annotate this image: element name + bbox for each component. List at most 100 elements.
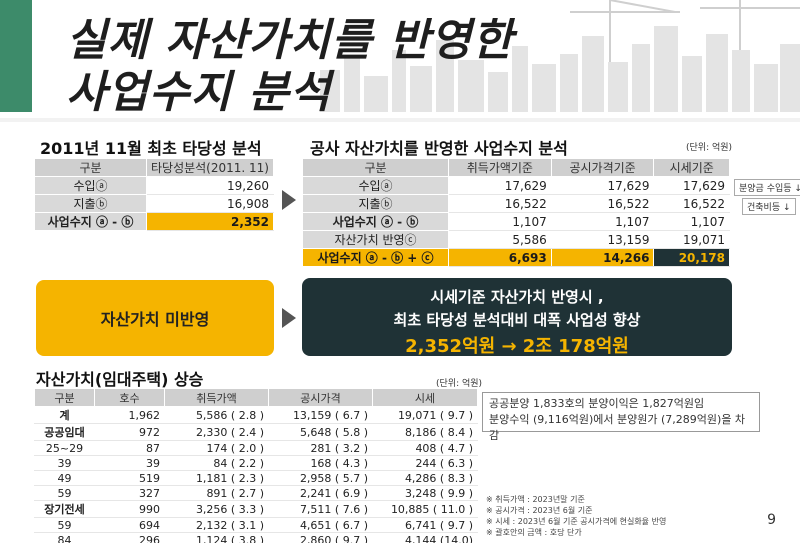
col-header: 구분 (34, 388, 95, 407)
cell-value: 87 (94, 440, 165, 456)
cell-value: 244 ( 6.3 ) (372, 455, 478, 471)
row-label: 사업수지 ⓐ - ⓑ (34, 212, 147, 231)
col-header: 취득가액기준 (448, 158, 552, 177)
cell-value: 17,629 (653, 176, 730, 195)
note-expense: 건축비등 ↓ (742, 198, 796, 215)
row-label: 수입ⓐ (34, 176, 147, 195)
info-line1: 공공분양 1,833호의 분양이익은 1,827억원임 (489, 397, 705, 410)
summary-line2: 최초 타당성 분석대비 대폭 사업성 향상 (393, 311, 641, 329)
summary-box: 시세기준 자산가치 반영시 , 최초 타당성 분석대비 대폭 사업성 향상 2,… (302, 278, 732, 357)
cell-value: 39 (94, 455, 165, 471)
section3-title: 자산가치(임대주택) 상승 (36, 370, 204, 389)
cell-value: 6,693 (448, 248, 552, 267)
cell-value: 2,241 ( 6.9 ) (268, 485, 373, 501)
cell-value: 7,511 ( 7.6 ) (268, 500, 373, 518)
cell-value: 972 (94, 423, 165, 441)
cell-value: 16,908 (145, 194, 275, 213)
col-header: 구분 (34, 158, 147, 177)
cell-value: 5,586 ( 2.8 ) (164, 406, 269, 424)
unit-label: (단위: 억원) (436, 379, 483, 389)
cell-value: 4,144 (14.0) (372, 532, 478, 543)
col-header: 타당성분석(2011. 11) (145, 158, 275, 177)
cell-value: 4,651 ( 6.7 ) (268, 517, 373, 533)
cell-value: 1,962 (94, 406, 165, 424)
cell-value: 168 ( 4.3 ) (268, 455, 373, 471)
cell-value: 19,071 (653, 230, 730, 249)
col-header: 시세 (372, 388, 478, 407)
cell-value: 1,124 ( 3.8 ) (164, 532, 269, 543)
row-label: 25~29 (34, 440, 95, 456)
accent-bar (0, 0, 32, 112)
cell-value: 5,648 ( 5.8 ) (268, 423, 373, 441)
row-label: 84 (34, 532, 95, 543)
page-number: 9 (767, 512, 776, 528)
cell-value: 16,522 (550, 194, 655, 213)
cell-value: 19,260 (145, 176, 275, 195)
cell-value: 281 ( 3.2 ) (268, 440, 373, 456)
row-label: 자산가치 반영ⓒ (302, 230, 449, 249)
cell-value: 891 ( 2.7 ) (164, 485, 269, 501)
unit-label: (단위: 억원) (686, 143, 733, 153)
cell-value: 8,186 ( 8.4 ) (372, 423, 478, 441)
row-label: 사업수지 ⓐ - ⓑ + ⓒ (302, 248, 449, 267)
footnotes: ※ 취득가액 : 2023년말 기준 ※ 공시가격 : 2023년 6월 기준 … (486, 494, 666, 538)
cell-value: 17,629 (550, 176, 655, 195)
cell-value: 14,266 (550, 248, 655, 267)
footnote: ※ 취득가액 : 2023년말 기준 (486, 495, 585, 504)
cell-value: 16,522 (653, 194, 730, 213)
page-title-line2: 사업수지 분석 (66, 67, 332, 118)
cell-value: 694 (94, 517, 165, 533)
col-header: 공시가격기준 (550, 158, 655, 177)
cell-value: 408 ( 4.7 ) (372, 440, 478, 456)
page-title-line1: 실제 자산가치를 반영한 (66, 15, 514, 66)
section1-title: 2011년 11월 최초 타당성 분석 (40, 139, 262, 158)
section2-title: 공사 자산가치를 반영한 사업수지 분석 (310, 139, 568, 158)
cell-value: 1,107 (448, 212, 552, 231)
cell-value: 10,885 ( 11.0 ) (372, 500, 478, 518)
row-label: 장기전세 (34, 500, 95, 518)
row-label: 공공임대 (34, 423, 95, 441)
info-line2: 분양수익 (9,116억원)에서 분양원가 (7,289억원)을 차감 (489, 413, 746, 442)
footnote: ※ 공시가격 : 2023년 6월 기준 (486, 506, 593, 515)
rental-asset-table: 구분 호수 취득가액 공시가격 시세 계 1,962 5,586 ( 2.8 )… (34, 388, 478, 543)
cell-value: 296 (94, 532, 165, 543)
row-label: 지출ⓑ (302, 194, 449, 213)
asset-value-table: 구분 취득가액기준 공시가격기준 시세기준 수입ⓐ 17,629 17,629 … (302, 158, 730, 267)
footnote: ※ 시세 : 2023년 6월 기준 공시가격에 현실화율 반영 (486, 517, 667, 526)
cell-value: 4,286 ( 8.3 ) (372, 470, 478, 486)
footnote: ※ 괄호안의 금액 : 호당 단가 (486, 528, 582, 537)
row-label: 49 (34, 470, 95, 486)
summary-line1: 시세기준 자산가치 반영시 , (430, 288, 604, 306)
cell-value: 1,107 (550, 212, 655, 231)
cell-value: 990 (94, 500, 165, 518)
cell-value: 3,248 ( 9.9 ) (372, 485, 478, 501)
cell-value: 1,107 (653, 212, 730, 231)
cell-value: 1,181 ( 2.3 ) (164, 470, 269, 486)
cell-value: 2,352 (145, 212, 275, 231)
note-revenue: 분양금 수입등 ↓ (734, 179, 800, 196)
cell-value: 16,522 (448, 194, 552, 213)
col-header: 시세기준 (653, 158, 730, 177)
cell-value: 2,330 ( 2.4 ) (164, 423, 269, 441)
row-label: 계 (34, 406, 95, 424)
cell-value: 174 ( 2.0 ) (164, 440, 269, 456)
cell-value: 2,958 ( 5.7 ) (268, 470, 373, 486)
city-skyline-image (320, 0, 800, 112)
col-header: 호수 (94, 388, 165, 407)
cell-value: 327 (94, 485, 165, 501)
cell-value: 13,159 (550, 230, 655, 249)
cell-value: 19,071 ( 9.7 ) (372, 406, 478, 424)
col-header: 구분 (302, 158, 449, 177)
arrow-right-icon (282, 190, 296, 210)
row-label: 39 (34, 455, 95, 471)
cell-value: 6,741 ( 9.7 ) (372, 517, 478, 533)
header-divider (0, 118, 800, 122)
summary-highlight: 2,352억원 → 2조 178억원 (405, 336, 629, 357)
arrow-right-icon (282, 308, 296, 328)
cell-value: 13,159 ( 6.7 ) (268, 406, 373, 424)
no-asset-value-box: 자산가치 미반영 (36, 280, 274, 356)
cell-value: 5,586 (448, 230, 552, 249)
public-sale-info-box: 공공분양 1,833호의 분양이익은 1,827억원임 분양수익 (9,116억… (482, 392, 760, 442)
row-label: 59 (34, 485, 95, 501)
cell-value: 20,178 (653, 248, 730, 267)
